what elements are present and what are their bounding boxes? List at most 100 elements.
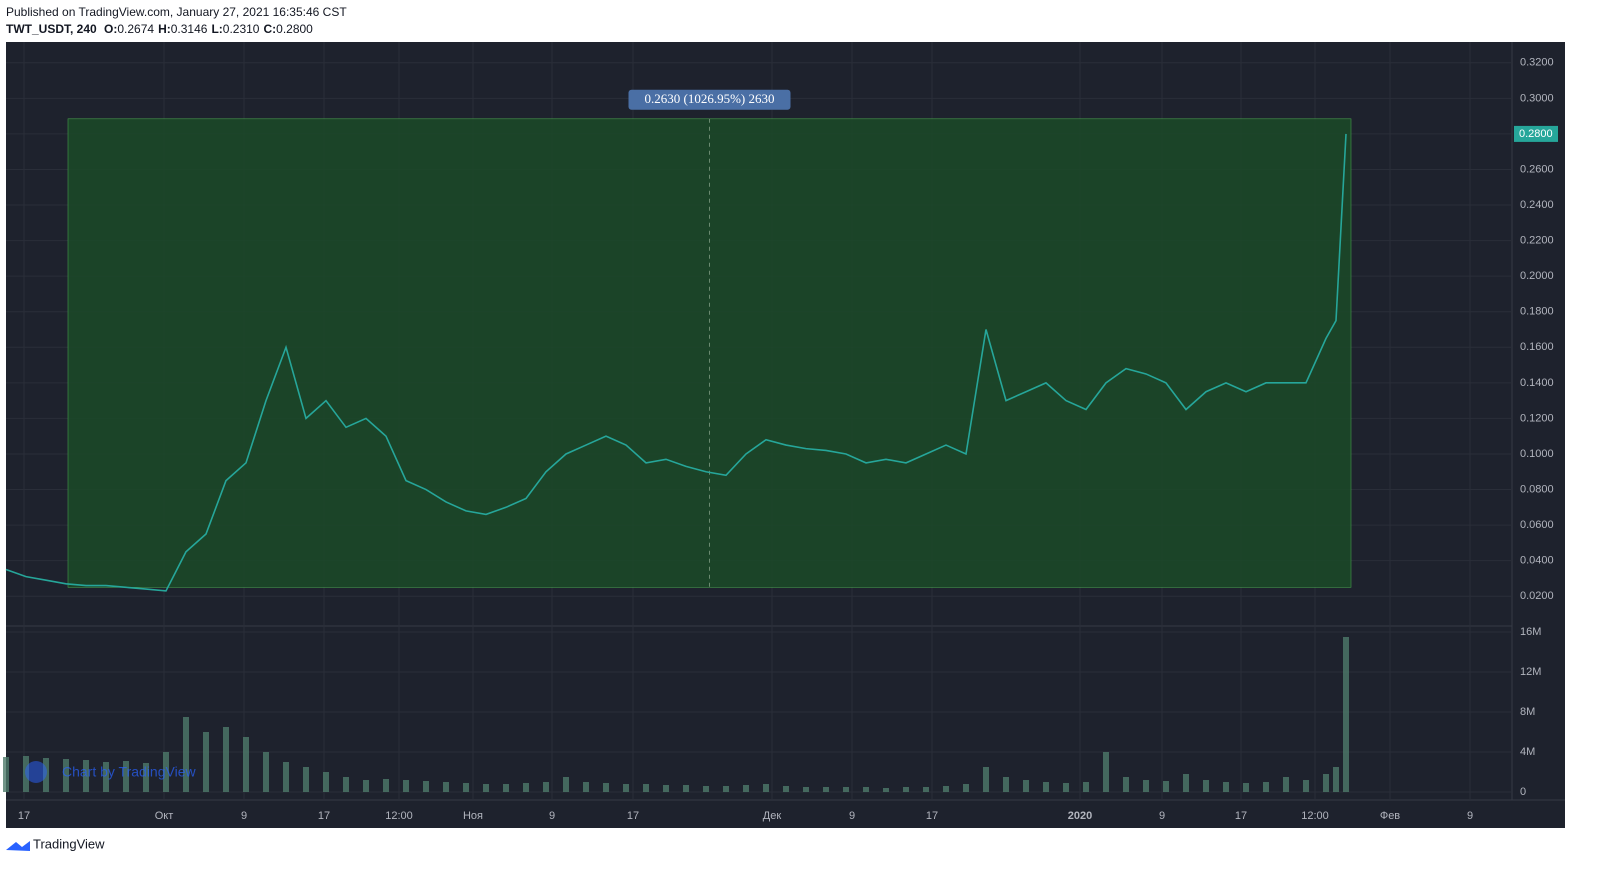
x-tick-label: 17: [318, 810, 330, 822]
y-tick-label: 0.2000: [1520, 270, 1554, 282]
volume-bar: [683, 785, 689, 792]
y-tick-label: 0.0800: [1520, 483, 1554, 495]
ohlc-line: TWT_USDT, 240 O:0.2674 H:0.3146 L:0.2310 C:…: [6, 22, 313, 36]
volume-bar: [163, 752, 169, 792]
price-line: [5, 133, 1347, 592]
volume-bar: [783, 786, 789, 792]
volume-bar: [763, 784, 769, 792]
volume-bar: [623, 784, 629, 792]
last-price-label: 0.2800: [1519, 128, 1553, 140]
y2-tick-label: 16M: [1520, 626, 1541, 638]
volume-bar: [903, 787, 909, 792]
volume-bar: [523, 783, 529, 792]
y-tick-label: 0.2200: [1520, 235, 1554, 247]
volume-bar: [983, 767, 989, 792]
volume-bar: [403, 780, 409, 792]
x-tick-label: 17: [1235, 810, 1247, 822]
x-tick-label: Ноя: [463, 810, 483, 822]
y-tick-label: 0.1600: [1520, 341, 1554, 353]
ohlc-label: O:: [104, 22, 118, 36]
volume-bar: [3, 757, 9, 792]
volume-bar: [883, 788, 889, 792]
volume-bar: [303, 767, 309, 792]
footer-logo: [6, 841, 30, 851]
x-tick-label: 9: [1467, 810, 1473, 822]
volume-bar: [803, 787, 809, 792]
volume-bar: [1163, 781, 1169, 792]
volume-bar: [383, 779, 389, 792]
volume-bar: [923, 787, 929, 792]
y-tick-label: 0.2400: [1520, 199, 1554, 211]
volume-bar: [603, 783, 609, 792]
y-tick-label: 0.2600: [1520, 163, 1554, 175]
volume-bar: [823, 787, 829, 792]
y2-tick-label: 0: [1520, 786, 1526, 798]
x-tick-label: Окт: [155, 810, 174, 822]
volume-bar: [563, 777, 569, 792]
volume-bar: [463, 783, 469, 792]
volume-bar: [223, 727, 229, 792]
volume-bar: [1263, 782, 1269, 792]
y2-tick-label: 8M: [1520, 706, 1535, 718]
x-tick-label: 17: [926, 810, 938, 822]
symbol: TWT_USDT, 240: [6, 22, 97, 36]
watermark: Chart by TradingView: [62, 764, 196, 780]
volume-bar: [1083, 782, 1089, 792]
volume-bar: [1143, 780, 1149, 792]
y-tick-label: 0.0200: [1520, 590, 1554, 602]
volume-bar: [863, 787, 869, 792]
volume-bar: [1123, 777, 1129, 792]
y-tick-label: 0.1000: [1520, 448, 1554, 460]
volume-bar: [63, 759, 69, 792]
volume-bar: [943, 786, 949, 792]
volume-bar: [643, 784, 649, 792]
volume-bar: [543, 782, 549, 792]
x-tick-label: 12:00: [1301, 810, 1329, 822]
published: Published on TradingView.com, January 27…: [6, 5, 347, 19]
ohlc: O:0.2674 H:0.3146 L:0.2310 C:0.2800: [100, 22, 313, 36]
ohlc-value: 0.2674: [117, 22, 155, 36]
y-tick-label: 0.3200: [1520, 57, 1554, 69]
volume-bar: [443, 782, 449, 792]
volume-bar: [143, 763, 149, 792]
y2-tick-label: 4M: [1520, 746, 1535, 758]
y-tick-label: 0.0400: [1520, 555, 1554, 567]
volume-bar: [1223, 782, 1229, 792]
y-tick-label: 0.1800: [1520, 306, 1554, 318]
ohlc-label: H:: [158, 22, 171, 36]
volume-bar: [503, 784, 509, 792]
volume-bar: [423, 781, 429, 792]
volume-bar: [1343, 637, 1349, 792]
volume-bar: [363, 780, 369, 792]
x-tick-label: 9: [1159, 810, 1165, 822]
volume-bar: [203, 732, 209, 792]
x-tick-label: 9: [549, 810, 555, 822]
volume-bar: [963, 784, 969, 792]
volume-bar: [1063, 783, 1069, 792]
volume-bar: [243, 737, 249, 792]
ohlc-value: 0.3146: [170, 22, 208, 36]
volume-bar: [1003, 777, 1009, 792]
volume-bar: [1243, 783, 1249, 792]
volume-bar: [283, 762, 289, 792]
y-tick-label: 0.0600: [1520, 519, 1554, 531]
x-tick-label: Дек: [763, 810, 782, 822]
volume-bar: [1043, 782, 1049, 792]
volume-bar: [323, 772, 329, 792]
last-price-bg: [1514, 125, 1558, 142]
volume-bar: [1333, 767, 1339, 792]
volume-bar: [1323, 774, 1329, 792]
ohlc-label: L:: [211, 22, 223, 36]
volume-bar: [343, 777, 349, 792]
x-tick-label: 9: [241, 810, 247, 822]
y-tick-label: 0.1400: [1520, 377, 1554, 389]
volume-bar: [583, 782, 589, 792]
volume-bar: [723, 786, 729, 792]
x-tick-label: 17: [627, 810, 639, 822]
volume-bar: [1203, 780, 1209, 792]
volume-bar: [1303, 780, 1309, 792]
ohlc-label: C:: [263, 22, 277, 36]
x-tick-label: 12:00: [385, 810, 413, 822]
